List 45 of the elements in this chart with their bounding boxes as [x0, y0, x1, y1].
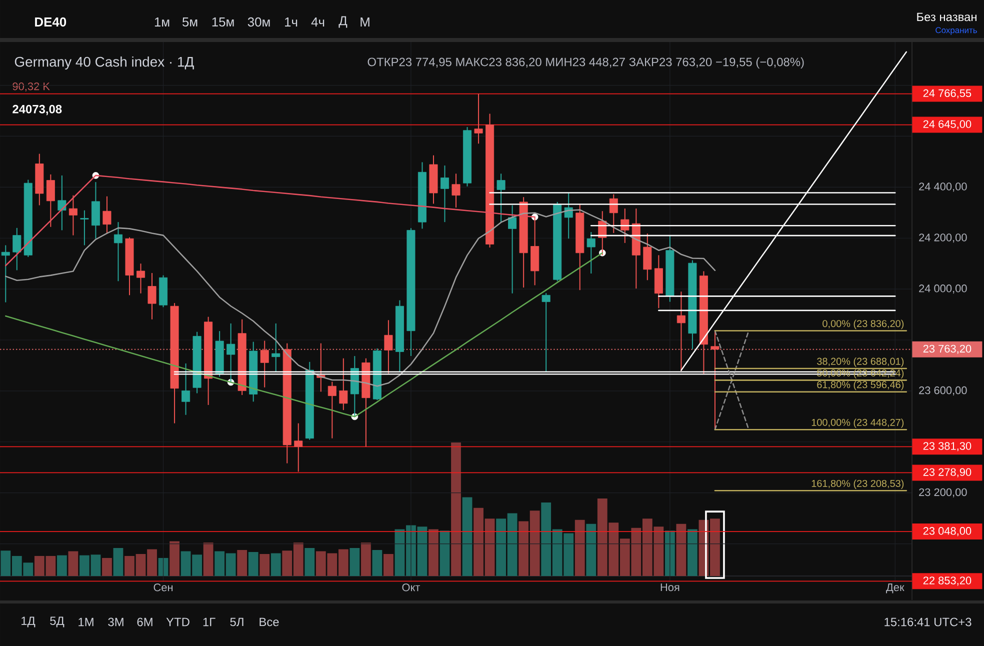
text: Сохранить	[936, 27, 977, 35]
text: ОТКР23 774,95 МАКС23 836,20 МИН23 448,27 ЗАКР23 763,20 −19,55 (−0,08%)	[368, 57, 804, 69]
series-label: 161,80% (23 208,53)	[812, 480, 904, 489]
text: 1ч	[285, 18, 298, 26]
series-label: 100,00% (23 448,27)	[812, 418, 904, 428]
series-label: 61,80% (23 596,46)	[817, 380, 904, 390]
text: 30м	[248, 17, 270, 27]
y-tick-label: 24 000,00	[919, 284, 967, 294]
text: Germany 40 Cash index · 1Д	[14, 56, 194, 70]
ref-line-label: 23 048,00	[923, 527, 972, 536]
ref-line-label: 23 278,90	[923, 468, 972, 478]
y-tick-label: 24 200,00	[919, 234, 967, 243]
y-tick-label: 23 200,00	[919, 488, 967, 498]
text: 1Д	[22, 616, 36, 628]
ref-line-label: 24 645,00	[923, 120, 972, 130]
text: 15:16:41 UTC+3	[884, 618, 972, 626]
x-tick-label: Окт	[402, 584, 420, 592]
text: DE40	[35, 17, 66, 27]
text: Без назван	[917, 12, 976, 22]
text: 1м	[154, 18, 170, 26]
text: М	[360, 18, 370, 26]
ref-line-label: 22 853,20	[923, 576, 972, 586]
text: 1М	[78, 618, 94, 626]
annotation: 24073,08	[12, 104, 62, 116]
ref-line-label: 24 766,55	[923, 89, 972, 98]
x-tick-label: Ноя	[660, 584, 680, 592]
ref-line-label: 23 763,20	[923, 344, 972, 354]
text: 4ч	[311, 18, 324, 26]
text: 5м	[182, 17, 198, 27]
text: 1Г	[203, 618, 216, 626]
text: 5Д	[50, 616, 64, 628]
x-tick-label: Дек	[886, 584, 904, 594]
series-label: 38,20% (23 688,01)	[817, 358, 904, 367]
series-label: 0,00% (23 836,20)	[822, 320, 904, 330]
text: 5Л	[230, 618, 244, 626]
text: 15м	[212, 17, 234, 27]
text: Все	[260, 618, 279, 626]
text: YTD	[166, 618, 190, 626]
text: 6М	[137, 618, 152, 626]
ref-line-label: 23 381,30	[923, 442, 972, 452]
text: 3М	[108, 618, 124, 626]
y-tick-label: 23 600,00	[919, 386, 967, 396]
x-tick-label: Сен	[154, 584, 173, 592]
text: Д	[338, 16, 348, 28]
y-tick-label: 24 400,00	[919, 182, 967, 192]
